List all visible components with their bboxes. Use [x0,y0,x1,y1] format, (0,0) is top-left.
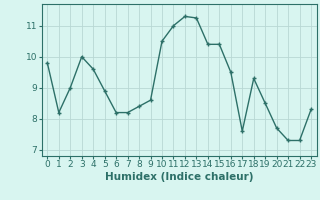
X-axis label: Humidex (Indice chaleur): Humidex (Indice chaleur) [105,172,253,182]
